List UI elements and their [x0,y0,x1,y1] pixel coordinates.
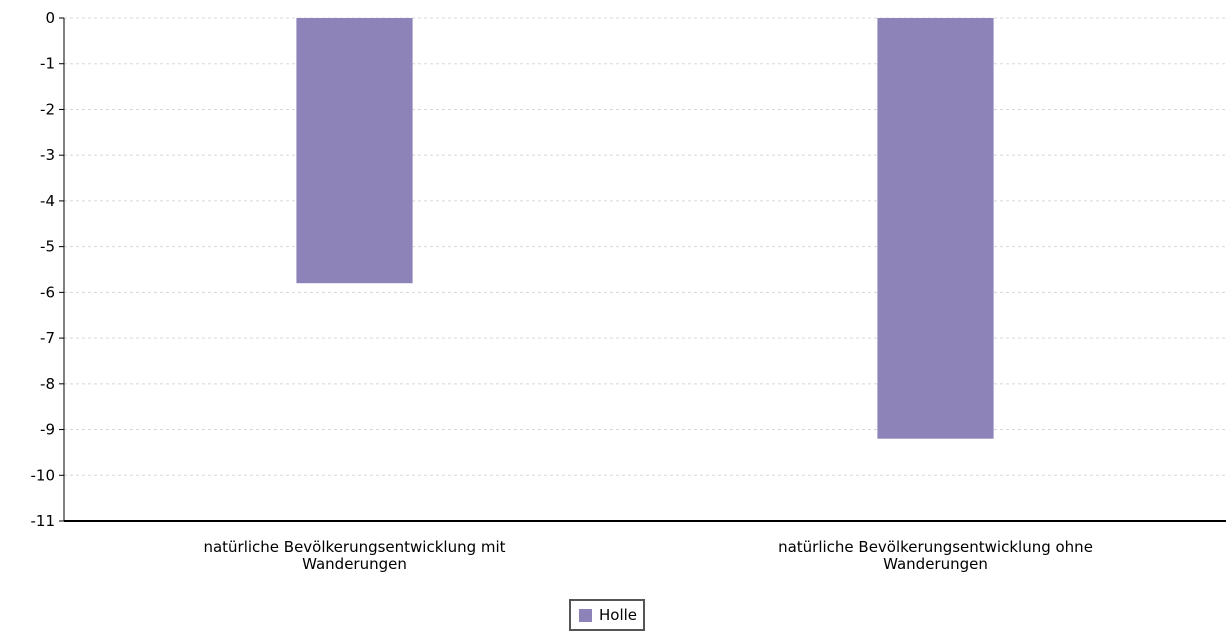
y-tick-label: -3 [40,146,55,164]
y-tick-label: -2 [40,100,55,118]
legend-swatch [579,608,592,622]
y-tick-label: -7 [40,329,55,347]
bar [877,18,994,439]
y-tick-label: -11 [31,512,56,530]
x-category-label: natürliche Bevölkerungsentwicklung mit Wa… [203,538,505,573]
legend: Holle [569,599,646,631]
x-category-label: natürliche Bevölkerungsentwicklung ohne W… [778,538,1093,573]
y-tick-label: -4 [40,192,55,210]
bar [296,18,413,284]
y-tick-label: 0 [45,9,55,27]
y-tick-label: -6 [40,283,55,301]
y-tick-label: -5 [40,238,55,256]
y-tick-label: -10 [31,466,56,484]
legend-label-holle: Holle [599,606,638,624]
y-tick-label: -1 [40,55,55,73]
y-tick-label: -9 [40,421,55,439]
y-tick-label: -8 [40,375,55,393]
